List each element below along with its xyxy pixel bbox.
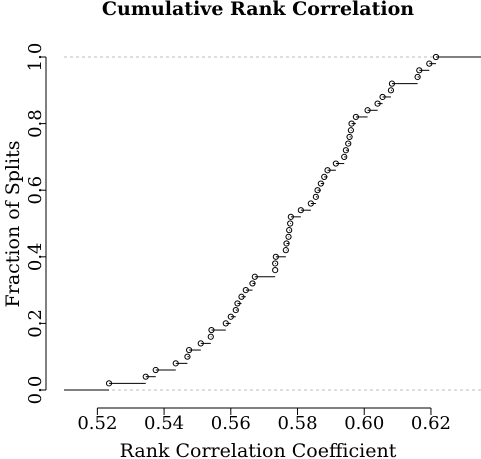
data-point xyxy=(249,280,256,287)
y-tick-label: 0.0 xyxy=(25,376,46,405)
data-point xyxy=(416,67,423,74)
data-point xyxy=(142,373,149,380)
data-point xyxy=(432,53,440,61)
data-point xyxy=(324,167,331,174)
data-point xyxy=(341,153,348,160)
x-ticks: 0.52 0.54 0.56 0.58 0.60 0.62 xyxy=(77,408,451,434)
data-point xyxy=(414,73,421,81)
data-point xyxy=(364,107,371,114)
data-point xyxy=(283,240,290,247)
data-point xyxy=(287,220,294,227)
data-point xyxy=(342,147,349,154)
x-tick-label: 0.52 xyxy=(77,413,117,434)
data-point xyxy=(387,87,395,94)
data-point xyxy=(348,120,355,127)
data-point xyxy=(347,127,354,134)
ecdf-steps xyxy=(64,56,481,391)
data-point xyxy=(307,200,314,207)
data-point xyxy=(272,253,279,260)
data-point xyxy=(312,193,319,200)
data-point xyxy=(152,366,159,374)
y-ticks: 0.0 0.2 0.4 0.6 0.8 1.0 xyxy=(25,43,46,405)
data-point xyxy=(282,247,289,254)
data-point xyxy=(222,320,229,327)
data-point xyxy=(352,113,359,121)
data-point xyxy=(317,180,324,187)
data-point xyxy=(287,213,294,220)
data-point xyxy=(184,353,191,360)
x-tick-label: 0.58 xyxy=(277,413,317,434)
data-point xyxy=(285,233,292,240)
y-tick-label: 0.6 xyxy=(25,176,46,205)
data-point xyxy=(227,313,234,320)
x-tick-label: 0.56 xyxy=(211,413,251,434)
data-point xyxy=(186,346,193,354)
x-tick-label: 0.54 xyxy=(144,413,184,434)
data-point xyxy=(105,380,113,387)
data-point xyxy=(234,300,241,307)
reference-lines xyxy=(64,56,481,391)
data-point xyxy=(286,227,293,234)
data-point xyxy=(207,333,214,340)
x-tick-label: 0.60 xyxy=(344,413,384,434)
y-tick-label: 0.2 xyxy=(25,309,46,338)
ecdf-points xyxy=(105,53,440,387)
data-point xyxy=(345,140,352,147)
data-point xyxy=(379,93,386,101)
data-point xyxy=(332,160,339,167)
data-point xyxy=(374,100,381,107)
data-point xyxy=(321,173,328,180)
data-point xyxy=(272,260,279,267)
data-point xyxy=(251,273,258,280)
x-axis-label: Rank Correlation Coefficient xyxy=(120,440,397,459)
data-point xyxy=(197,340,204,347)
data-point xyxy=(208,326,215,334)
data-point xyxy=(426,60,433,67)
chart-title: Cumulative Rank Correlation xyxy=(102,0,414,20)
data-point xyxy=(346,133,353,141)
data-point xyxy=(388,80,396,87)
y-tick-label: 1.0 xyxy=(25,43,46,72)
data-point xyxy=(314,187,321,194)
data-point xyxy=(238,293,245,300)
y-tick-label: 0.8 xyxy=(25,109,46,138)
y-axis-label: Fraction of Splits xyxy=(2,141,24,308)
data-point xyxy=(272,267,279,274)
data-point xyxy=(172,360,179,367)
data-point xyxy=(242,287,249,294)
x-tick-label: 0.62 xyxy=(411,413,451,434)
data-point xyxy=(297,207,304,214)
y-tick-label: 0.4 xyxy=(25,242,46,271)
data-point xyxy=(232,306,239,314)
